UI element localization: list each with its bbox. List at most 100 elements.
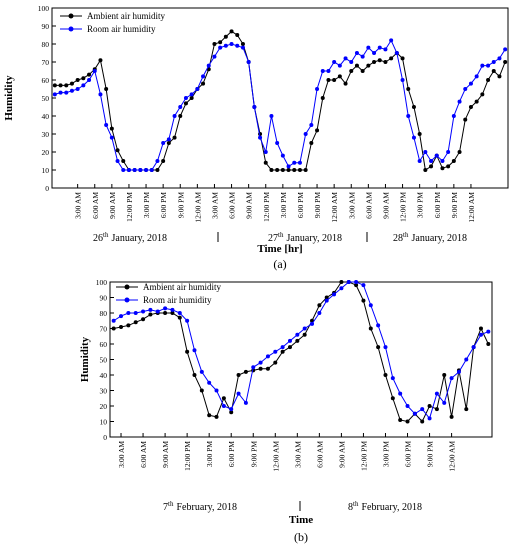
data-point	[337, 74, 342, 79]
data-point	[52, 92, 57, 97]
data-point	[366, 45, 371, 50]
data-point	[302, 326, 307, 331]
date-day: 28	[393, 233, 403, 244]
data-point	[98, 92, 103, 97]
data-point	[189, 92, 194, 97]
data-point	[109, 126, 114, 131]
data-point	[429, 164, 434, 169]
x-tick-label: 9:00 PM	[450, 192, 459, 218]
data-point	[148, 312, 153, 317]
x-tick-label: 12:00 PM	[125, 192, 134, 222]
data-point	[126, 168, 131, 172]
data-point	[457, 99, 462, 104]
data-point	[361, 298, 366, 303]
data-point	[326, 69, 331, 73]
data-point	[491, 60, 496, 64]
data-point	[92, 69, 97, 73]
date-label: 28th January, 2018	[393, 231, 467, 244]
x-tick-label: 6:00 AM	[139, 441, 148, 468]
data-point	[292, 160, 297, 165]
data-point	[221, 404, 226, 408]
data-point	[411, 135, 416, 140]
data-point	[302, 332, 307, 337]
x-tick-label: 3:00 AM	[74, 192, 83, 219]
data-point	[383, 47, 388, 52]
data-point	[295, 332, 300, 337]
data-point	[411, 105, 416, 109]
data-point	[243, 369, 248, 374]
series-line	[54, 39, 506, 171]
data-point	[104, 123, 109, 127]
y-tick-label: 70	[100, 325, 108, 334]
x-tick-label: 9:00 PM	[426, 441, 435, 467]
x-tick-label: 3:00 PM	[205, 441, 214, 467]
data-point	[456, 369, 461, 374]
data-point	[315, 128, 320, 133]
data-point	[383, 373, 388, 377]
data-point	[258, 366, 263, 371]
y-tick-label: 50	[100, 356, 108, 365]
data-point	[451, 114, 456, 118]
data-point	[258, 360, 263, 365]
data-point	[246, 60, 251, 64]
data-point	[183, 96, 188, 100]
data-point	[163, 311, 168, 315]
data-point	[503, 47, 508, 52]
data-point	[309, 123, 314, 127]
data-point	[243, 400, 248, 405]
data-point	[463, 117, 468, 122]
data-point	[354, 283, 359, 288]
data-point	[303, 168, 308, 172]
x-tick-label: 12:00 AM	[448, 441, 457, 472]
data-point	[109, 135, 114, 140]
data-point	[115, 148, 120, 153]
data-point	[332, 60, 337, 64]
x-tick-label: 6:00 AM	[315, 441, 324, 468]
data-point	[81, 83, 86, 88]
date-text: January, 2018	[412, 233, 467, 244]
data-point	[275, 141, 280, 145]
data-point	[229, 42, 234, 46]
data-point	[235, 33, 240, 37]
date-text: February, 2018	[362, 502, 422, 513]
date-day: 27	[268, 233, 278, 244]
x-tick-label: 12:00 PM	[183, 441, 192, 471]
data-point	[121, 159, 126, 163]
legend-label: Ambient air humidity	[143, 282, 221, 292]
y-tick-label: 100	[96, 278, 108, 287]
data-point	[207, 413, 212, 418]
y-tick-label: 20	[100, 402, 108, 411]
x-tick-label: 6:00 PM	[159, 192, 168, 218]
data-point	[265, 366, 270, 371]
data-point	[317, 303, 322, 308]
data-point	[292, 168, 297, 172]
panel-label: (b)	[294, 530, 308, 544]
date-text: February, 2018	[177, 502, 237, 513]
data-point	[405, 404, 410, 408]
data-point	[449, 376, 454, 381]
x-tick-label: 3:00 AM	[293, 441, 302, 468]
data-point	[297, 168, 302, 172]
data-point	[406, 114, 411, 118]
data-point	[464, 357, 469, 362]
data-point	[360, 54, 365, 59]
data-point	[132, 168, 137, 172]
data-point	[206, 63, 211, 68]
y-tick-label: 0	[103, 433, 107, 442]
y-tick-label: 80	[42, 40, 50, 49]
data-point	[81, 76, 86, 81]
data-point	[87, 72, 92, 77]
data-point	[295, 338, 300, 343]
data-point	[177, 311, 182, 315]
data-point	[75, 78, 80, 82]
data-point	[400, 78, 405, 82]
data-point	[69, 81, 74, 86]
data-point	[141, 317, 146, 322]
data-point	[309, 141, 314, 145]
data-point	[446, 150, 451, 154]
legend-label: Ambient air humidity	[87, 11, 165, 21]
data-point	[212, 42, 217, 46]
y-axis-label: Humidity	[3, 75, 15, 121]
data-point	[229, 410, 234, 415]
data-point	[161, 159, 166, 163]
